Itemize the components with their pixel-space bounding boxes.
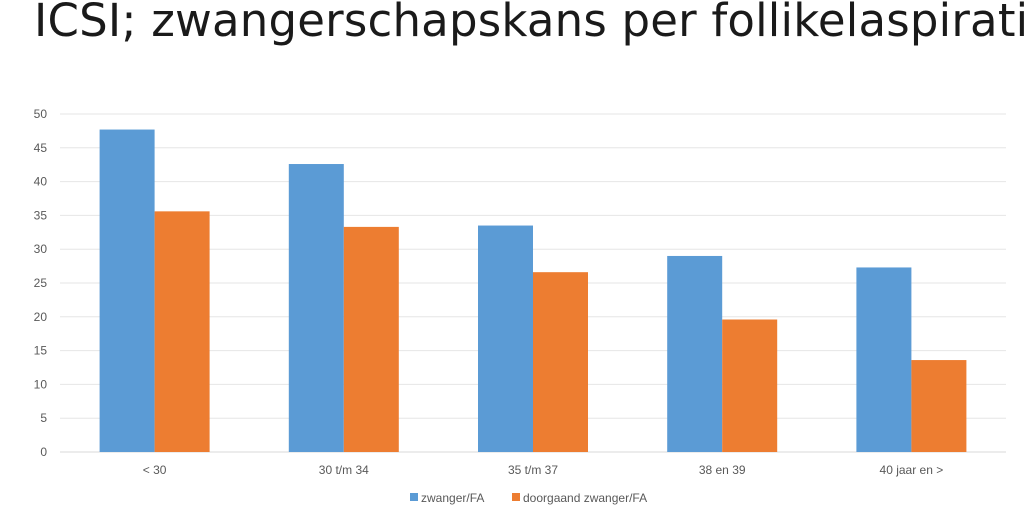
y-tick-label: 15 [34,344,48,358]
bar-doorgaand-2 [533,272,588,452]
x-tick-label: 40 jaar en > [880,463,944,477]
y-tick-label: 20 [34,310,48,324]
x-axis-ticks: < 30 30 t/m 34 35 t/m 37 38 en 39 40 jaar en… [143,463,944,477]
bar-doorgaand-4 [911,360,967,452]
y-tick-label: 10 [34,377,48,391]
y-tick-label: 30 [34,242,48,256]
y-axis-ticks: 0 5 10 15 20 25 30 35 40 45 50 [34,107,48,459]
bar-zwanger-3 [667,255,723,452]
y-tick-label: 40 [34,175,48,189]
legend-label: doorgaand zwanger/FA [523,491,647,505]
y-tick-label: 5 [40,411,47,425]
y-tick-label: 25 [34,276,48,290]
bar-doorgaand-1 [343,226,399,452]
x-tick-label: 35 t/m 37 [508,463,558,477]
bar-zwanger-0 [99,129,155,452]
bar-doorgaand-3 [722,319,778,452]
x-tick-label: 30 t/m 34 [319,463,369,477]
legend-swatch [512,493,520,501]
legend-label: zwanger/FA [421,491,484,505]
x-tick-label: < 30 [143,463,167,477]
bar-zwanger-1 [288,164,344,453]
y-tick-label: 0 [40,445,47,459]
bar-zwanger-2 [478,225,533,452]
y-tick-label: 45 [34,141,48,155]
slide-title: ICSI; zwangerschapskans per follikelaspi… [34,0,1024,47]
bars [99,129,967,453]
bar-zwanger-4 [856,267,912,452]
y-tick-label: 50 [34,107,48,121]
x-tick-label: 38 en 39 [699,463,746,477]
legend-swatch [410,493,418,501]
y-tick-label: 35 [34,208,48,222]
bar-doorgaand-0 [154,211,210,452]
legend: zwanger/FA doorgaand zwanger/FA [410,491,647,505]
